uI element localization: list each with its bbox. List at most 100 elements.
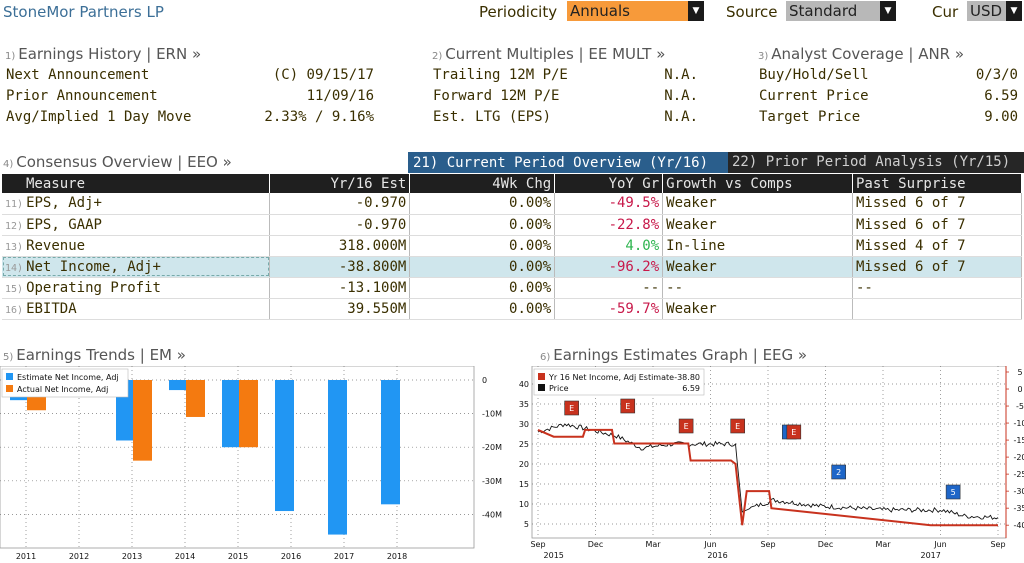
section-number: 2) [432,51,443,62]
measure-cell: EBITDA [26,300,77,317]
x-tick-label: 2015 [228,552,248,561]
chevron-down-icon: ▼ [1006,1,1022,21]
change-cell: 0.00% [409,298,556,320]
estimate-cell: -0.970 [269,214,411,236]
table-row[interactable]: 12) EPS, GAAP -0.970 0.00% -22.8% Weaker … [2,214,1022,236]
column-header-growth-vs-comps[interactable]: Growth vs Comps [662,174,853,193]
event-marker[interactable] [730,418,746,434]
currency-value: USD [970,2,1003,20]
measure-cell: Net Income, Adj+ [26,258,161,275]
change-cell: 0.00% [409,193,556,215]
tab-current-period[interactable]: 21) Current Period Overview (Yr/16) [408,152,728,173]
y-tick-label: 0 [482,376,487,385]
bar-estimate-2014 [169,380,188,391]
table-row-selected[interactable]: 14) Net Income, Adj+ -38.800M 0.00% -96.2… [2,256,1022,278]
year-label: 2017 [921,551,941,560]
table-row[interactable]: 11) EPS, Adj+ -0.970 0.00% -49.5% Weaker … [2,193,1022,215]
x-tick-label: Jun [933,540,947,549]
buy-hold-sell-label: Buy/Hold/Sell [759,67,869,83]
left-tick-label: 15 [519,480,529,489]
legend-box [1,368,129,398]
surprise-cell: Missed 6 of 7 [852,214,1022,236]
column-header-measure[interactable]: Measure [2,174,271,193]
surprise-cell [852,298,1022,320]
column-header-past-surprise[interactable]: Past Surprise [852,174,1022,193]
event-marker[interactable] [564,400,579,416]
event-marker-label: 5 [951,488,956,497]
section-title: Analyst Coverage | ANR » [771,45,965,63]
current-price-label: Current Price [759,88,869,104]
row-number: 12) [5,220,24,232]
chart-legend: Estimate Net Income, Adj Actual Net Inco… [1,368,129,398]
section-title: Current Multiples | EE MULT » [445,45,666,63]
comps-cell: In-line [662,235,853,257]
x-tick-label: 2013 [122,552,142,561]
buy-hold-sell-value: 0/3/0 [975,67,1018,83]
x-tick-label: Sep [760,540,775,549]
chevron-down-icon: ▼ [688,1,704,21]
row-number: 15) [5,283,24,295]
ltg-label: Est. LTG (EPS) [433,109,552,125]
measure-cell: EPS, GAAP [26,216,102,233]
left-tick-label: 20 [519,460,529,469]
yoy-cell: -22.8% [554,214,664,236]
left-tick-label: 10 [519,500,529,509]
table-row[interactable]: 13) Revenue 318.000M 0.00% 4.0% In-line M… [2,235,1022,257]
earnings-history-link[interactable]: 1) Earnings History | ERN » [5,45,201,63]
right-tick-label: -10 [1013,419,1024,428]
trailing-pe-label: Trailing 12M P/E [433,67,568,83]
current-multiples-link[interactable]: 2) Current Multiples | EE MULT » [432,45,665,63]
top-bar: StoneMor Partners LP Periodicity Annuals… [0,0,1024,24]
table-row[interactable]: 16) EBITDA 39.550M 0.00% -59.7% Weaker [2,298,1022,320]
column-header-4wk-chg[interactable]: 4Wk Chg [409,174,556,193]
analyst-coverage-link[interactable]: 3) Analyst Coverage | ANR » [758,45,964,63]
event-marker[interactable] [678,418,694,434]
earnings-history-panel: Next Announcement (C) 09/15/17 Prior Anno… [6,65,374,128]
chart-legend: Yr 16 Net Income, Adj Estimate -38.80 Pr… [533,368,705,396]
x-tick-label: Mar [875,540,891,549]
x-tick-label: Sep [990,540,1005,549]
section-title: Earnings Trends | EM » [16,346,186,364]
bar-actual-2015 [239,380,258,448]
tab-prior-period[interactable]: 22) Prior Period Analysis (Yr/15) [728,152,1024,173]
event-marker[interactable] [620,398,636,414]
legend-swatch-estimate [6,373,13,380]
comps-cell: -- [662,277,853,299]
bar-actual-2014 [186,380,205,417]
column-header-estimate[interactable]: Yr/16 Est [269,174,411,193]
column-header-yoy[interactable]: YoY Gr [554,174,664,193]
event-marker[interactable] [786,424,802,440]
comps-cell: Weaker [662,193,853,215]
prior-announcement-label: Prior Announcement [6,88,158,104]
earnings-trends-link[interactable]: 5) Earnings Trends | EM » [3,346,186,364]
right-tick-label: -30 [1013,487,1024,496]
measure-cell: Operating Profit [26,279,161,296]
bar-estimate-2017 [328,380,347,535]
source-dropdown[interactable]: Standard ▼ [786,1,896,21]
event-marker-label: E [684,422,689,431]
legend-label-estimate: Yr 16 Net Income, Adj Estimate [548,373,674,382]
next-announcement-label: Next Announcement [6,67,150,83]
forward-pe-value: N.A. [664,88,698,104]
period-tabs: 21) Current Period Overview (Yr/16) 22) … [408,152,1024,173]
currency-dropdown[interactable]: USD ▼ [967,1,1022,21]
change-cell: 0.00% [409,277,556,299]
bar-estimate-2018 [381,380,400,505]
event-marker[interactable] [945,484,961,500]
y-tick-label: -20M [482,443,502,452]
periodicity-dropdown[interactable]: Annuals ▼ [567,1,704,21]
table-row[interactable]: 15) Operating Profit -13.100M 0.00% -- --… [2,277,1022,299]
consensus-overview-link[interactable]: 4) Consensus Overview | EEO » [3,153,232,171]
surprise-cell: Missed 6 of 7 [852,256,1022,278]
surprise-cell: Missed 4 of 7 [852,235,1022,257]
year-label: 2016 [707,551,727,560]
earnings-estimates-graph-link[interactable]: 6) Earnings Estimates Graph | EEG » [540,346,807,364]
right-tick-label: 5 [1017,368,1022,377]
surprise-cell: Missed 6 of 7 [852,193,1022,215]
section-number: 3) [758,51,769,62]
event-marker[interactable] [831,464,846,480]
x-tick-label: Jun [703,540,717,549]
event-marker-label: E [791,428,796,437]
left-tick-label: 25 [519,440,529,449]
y-tick-label: -10M [482,410,502,419]
